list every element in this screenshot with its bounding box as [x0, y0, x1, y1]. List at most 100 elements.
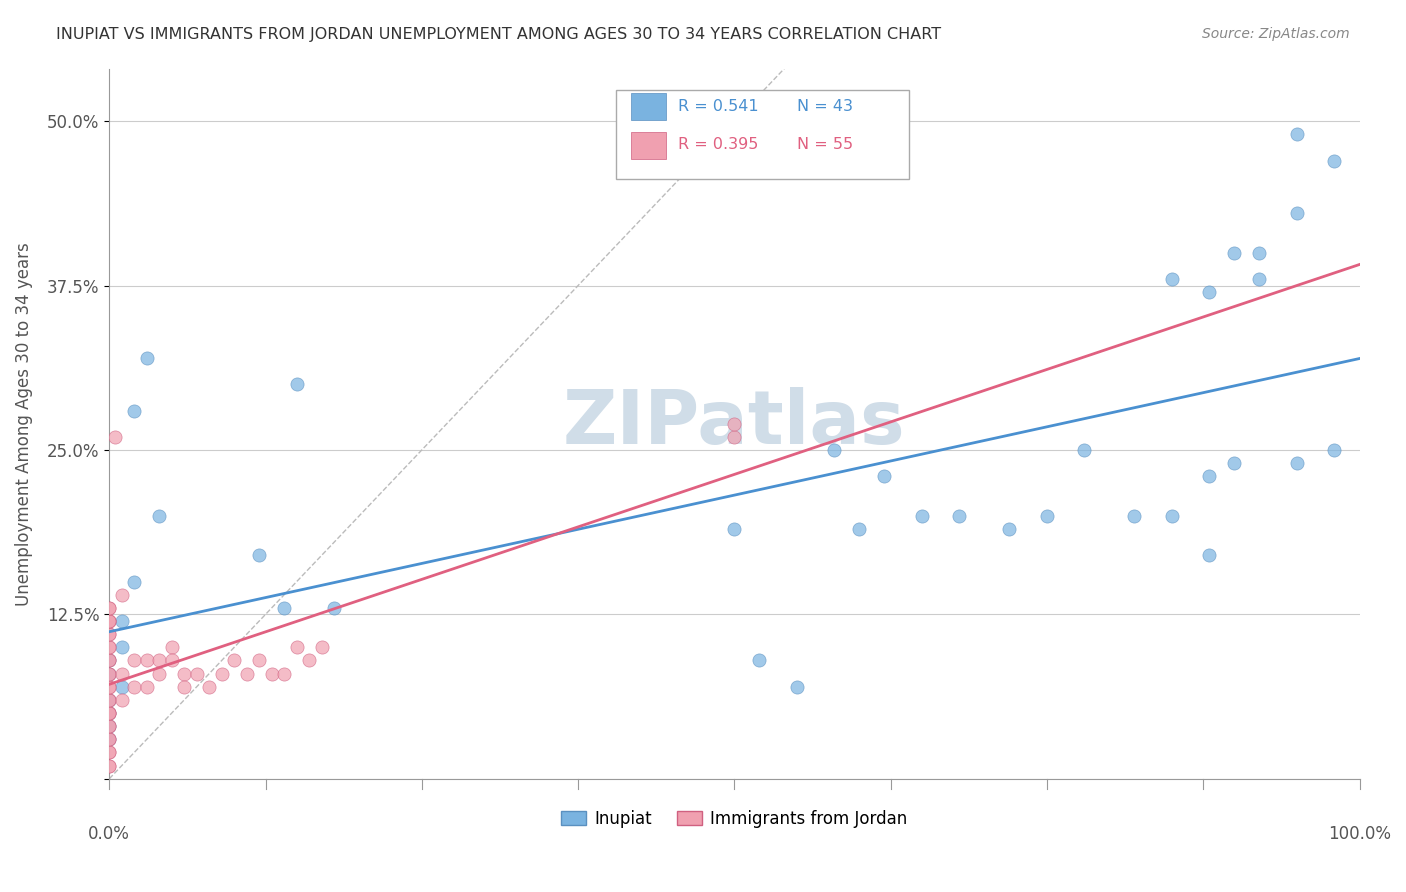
Immigrants from Jordan — [104, 430, 127, 444]
FancyBboxPatch shape — [631, 132, 665, 159]
Immigrants from Jordan — [98, 666, 121, 681]
Immigrants from Jordan — [98, 600, 121, 615]
Inupiat — [911, 508, 934, 523]
Legend: Inupiat, Immigrants from Jordan: Inupiat, Immigrants from Jordan — [554, 803, 914, 834]
Immigrants from Jordan — [98, 640, 121, 655]
Immigrants from Jordan — [98, 758, 121, 772]
FancyBboxPatch shape — [631, 94, 665, 120]
Immigrants from Jordan — [98, 732, 121, 747]
Immigrants from Jordan — [186, 666, 208, 681]
Immigrants from Jordan — [298, 653, 321, 667]
Inupiat — [1223, 245, 1246, 260]
Inupiat — [285, 377, 308, 392]
Immigrants from Jordan — [311, 640, 333, 655]
Inupiat — [111, 640, 134, 655]
Inupiat — [1223, 456, 1246, 470]
Immigrants from Jordan — [98, 746, 121, 760]
Inupiat — [111, 680, 134, 694]
Inupiat — [273, 600, 295, 615]
Immigrants from Jordan — [98, 653, 121, 667]
Immigrants from Jordan — [98, 719, 121, 733]
Immigrants from Jordan — [236, 666, 259, 681]
Immigrants from Jordan — [111, 693, 134, 707]
Inupiat — [135, 351, 157, 365]
Immigrants from Jordan — [260, 666, 283, 681]
Immigrants from Jordan — [111, 666, 134, 681]
Inupiat — [1249, 245, 1271, 260]
Text: R = 0.541: R = 0.541 — [678, 99, 759, 113]
Immigrants from Jordan — [148, 653, 170, 667]
Text: N = 43: N = 43 — [797, 99, 853, 113]
Inupiat — [786, 680, 808, 694]
Immigrants from Jordan — [98, 614, 121, 628]
Inupiat — [998, 522, 1021, 536]
Inupiat — [1161, 508, 1184, 523]
Immigrants from Jordan — [98, 680, 121, 694]
Inupiat — [98, 653, 121, 667]
Inupiat — [1323, 442, 1346, 457]
Inupiat — [247, 548, 270, 562]
Immigrants from Jordan — [273, 666, 295, 681]
Immigrants from Jordan — [135, 653, 157, 667]
FancyBboxPatch shape — [616, 90, 910, 178]
Immigrants from Jordan — [98, 627, 121, 641]
Immigrants from Jordan — [98, 693, 121, 707]
Inupiat — [1249, 272, 1271, 286]
Inupiat — [1323, 153, 1346, 168]
Immigrants from Jordan — [98, 627, 121, 641]
Immigrants from Jordan — [122, 680, 145, 694]
Text: Source: ZipAtlas.com: Source: ZipAtlas.com — [1202, 27, 1350, 41]
Immigrants from Jordan — [285, 640, 308, 655]
Immigrants from Jordan — [198, 680, 221, 694]
Immigrants from Jordan — [98, 732, 121, 747]
Immigrants from Jordan — [98, 680, 121, 694]
Immigrants from Jordan — [98, 640, 121, 655]
Immigrants from Jordan — [247, 653, 270, 667]
Inupiat — [748, 653, 770, 667]
Immigrants from Jordan — [98, 614, 121, 628]
Y-axis label: Unemployment Among Ages 30 to 34 years: Unemployment Among Ages 30 to 34 years — [15, 242, 32, 606]
Inupiat — [148, 508, 170, 523]
Inupiat — [723, 522, 745, 536]
Text: 0.0%: 0.0% — [89, 825, 131, 843]
Text: N = 55: N = 55 — [797, 137, 853, 152]
Immigrants from Jordan — [98, 746, 121, 760]
Inupiat — [823, 442, 845, 457]
Immigrants from Jordan — [148, 666, 170, 681]
Inupiat — [1161, 272, 1184, 286]
Text: ZIPatlas: ZIPatlas — [562, 387, 905, 460]
Immigrants from Jordan — [723, 430, 745, 444]
Immigrants from Jordan — [135, 680, 157, 694]
Immigrants from Jordan — [98, 693, 121, 707]
Immigrants from Jordan — [160, 640, 183, 655]
Immigrants from Jordan — [160, 653, 183, 667]
Text: R = 0.395: R = 0.395 — [678, 137, 758, 152]
Inupiat — [122, 403, 145, 417]
Immigrants from Jordan — [211, 666, 233, 681]
Inupiat — [1285, 206, 1308, 220]
Inupiat — [98, 732, 121, 747]
Text: 100.0%: 100.0% — [1329, 825, 1391, 843]
Inupiat — [1073, 442, 1095, 457]
Inupiat — [323, 600, 346, 615]
Inupiat — [1123, 508, 1146, 523]
Inupiat — [848, 522, 870, 536]
Immigrants from Jordan — [122, 653, 145, 667]
Text: INUPIAT VS IMMIGRANTS FROM JORDAN UNEMPLOYMENT AMONG AGES 30 TO 34 YEARS CORRELA: INUPIAT VS IMMIGRANTS FROM JORDAN UNEMPL… — [56, 27, 942, 42]
Inupiat — [1285, 456, 1308, 470]
Inupiat — [98, 666, 121, 681]
Immigrants from Jordan — [98, 614, 121, 628]
Inupiat — [98, 706, 121, 720]
Inupiat — [1198, 548, 1220, 562]
Immigrants from Jordan — [98, 666, 121, 681]
Immigrants from Jordan — [98, 600, 121, 615]
Inupiat — [948, 508, 970, 523]
Inupiat — [111, 614, 134, 628]
Immigrants from Jordan — [173, 666, 195, 681]
Inupiat — [873, 469, 896, 483]
Immigrants from Jordan — [224, 653, 246, 667]
Immigrants from Jordan — [723, 417, 745, 431]
Immigrants from Jordan — [173, 680, 195, 694]
Inupiat — [1285, 128, 1308, 142]
Inupiat — [1198, 285, 1220, 299]
